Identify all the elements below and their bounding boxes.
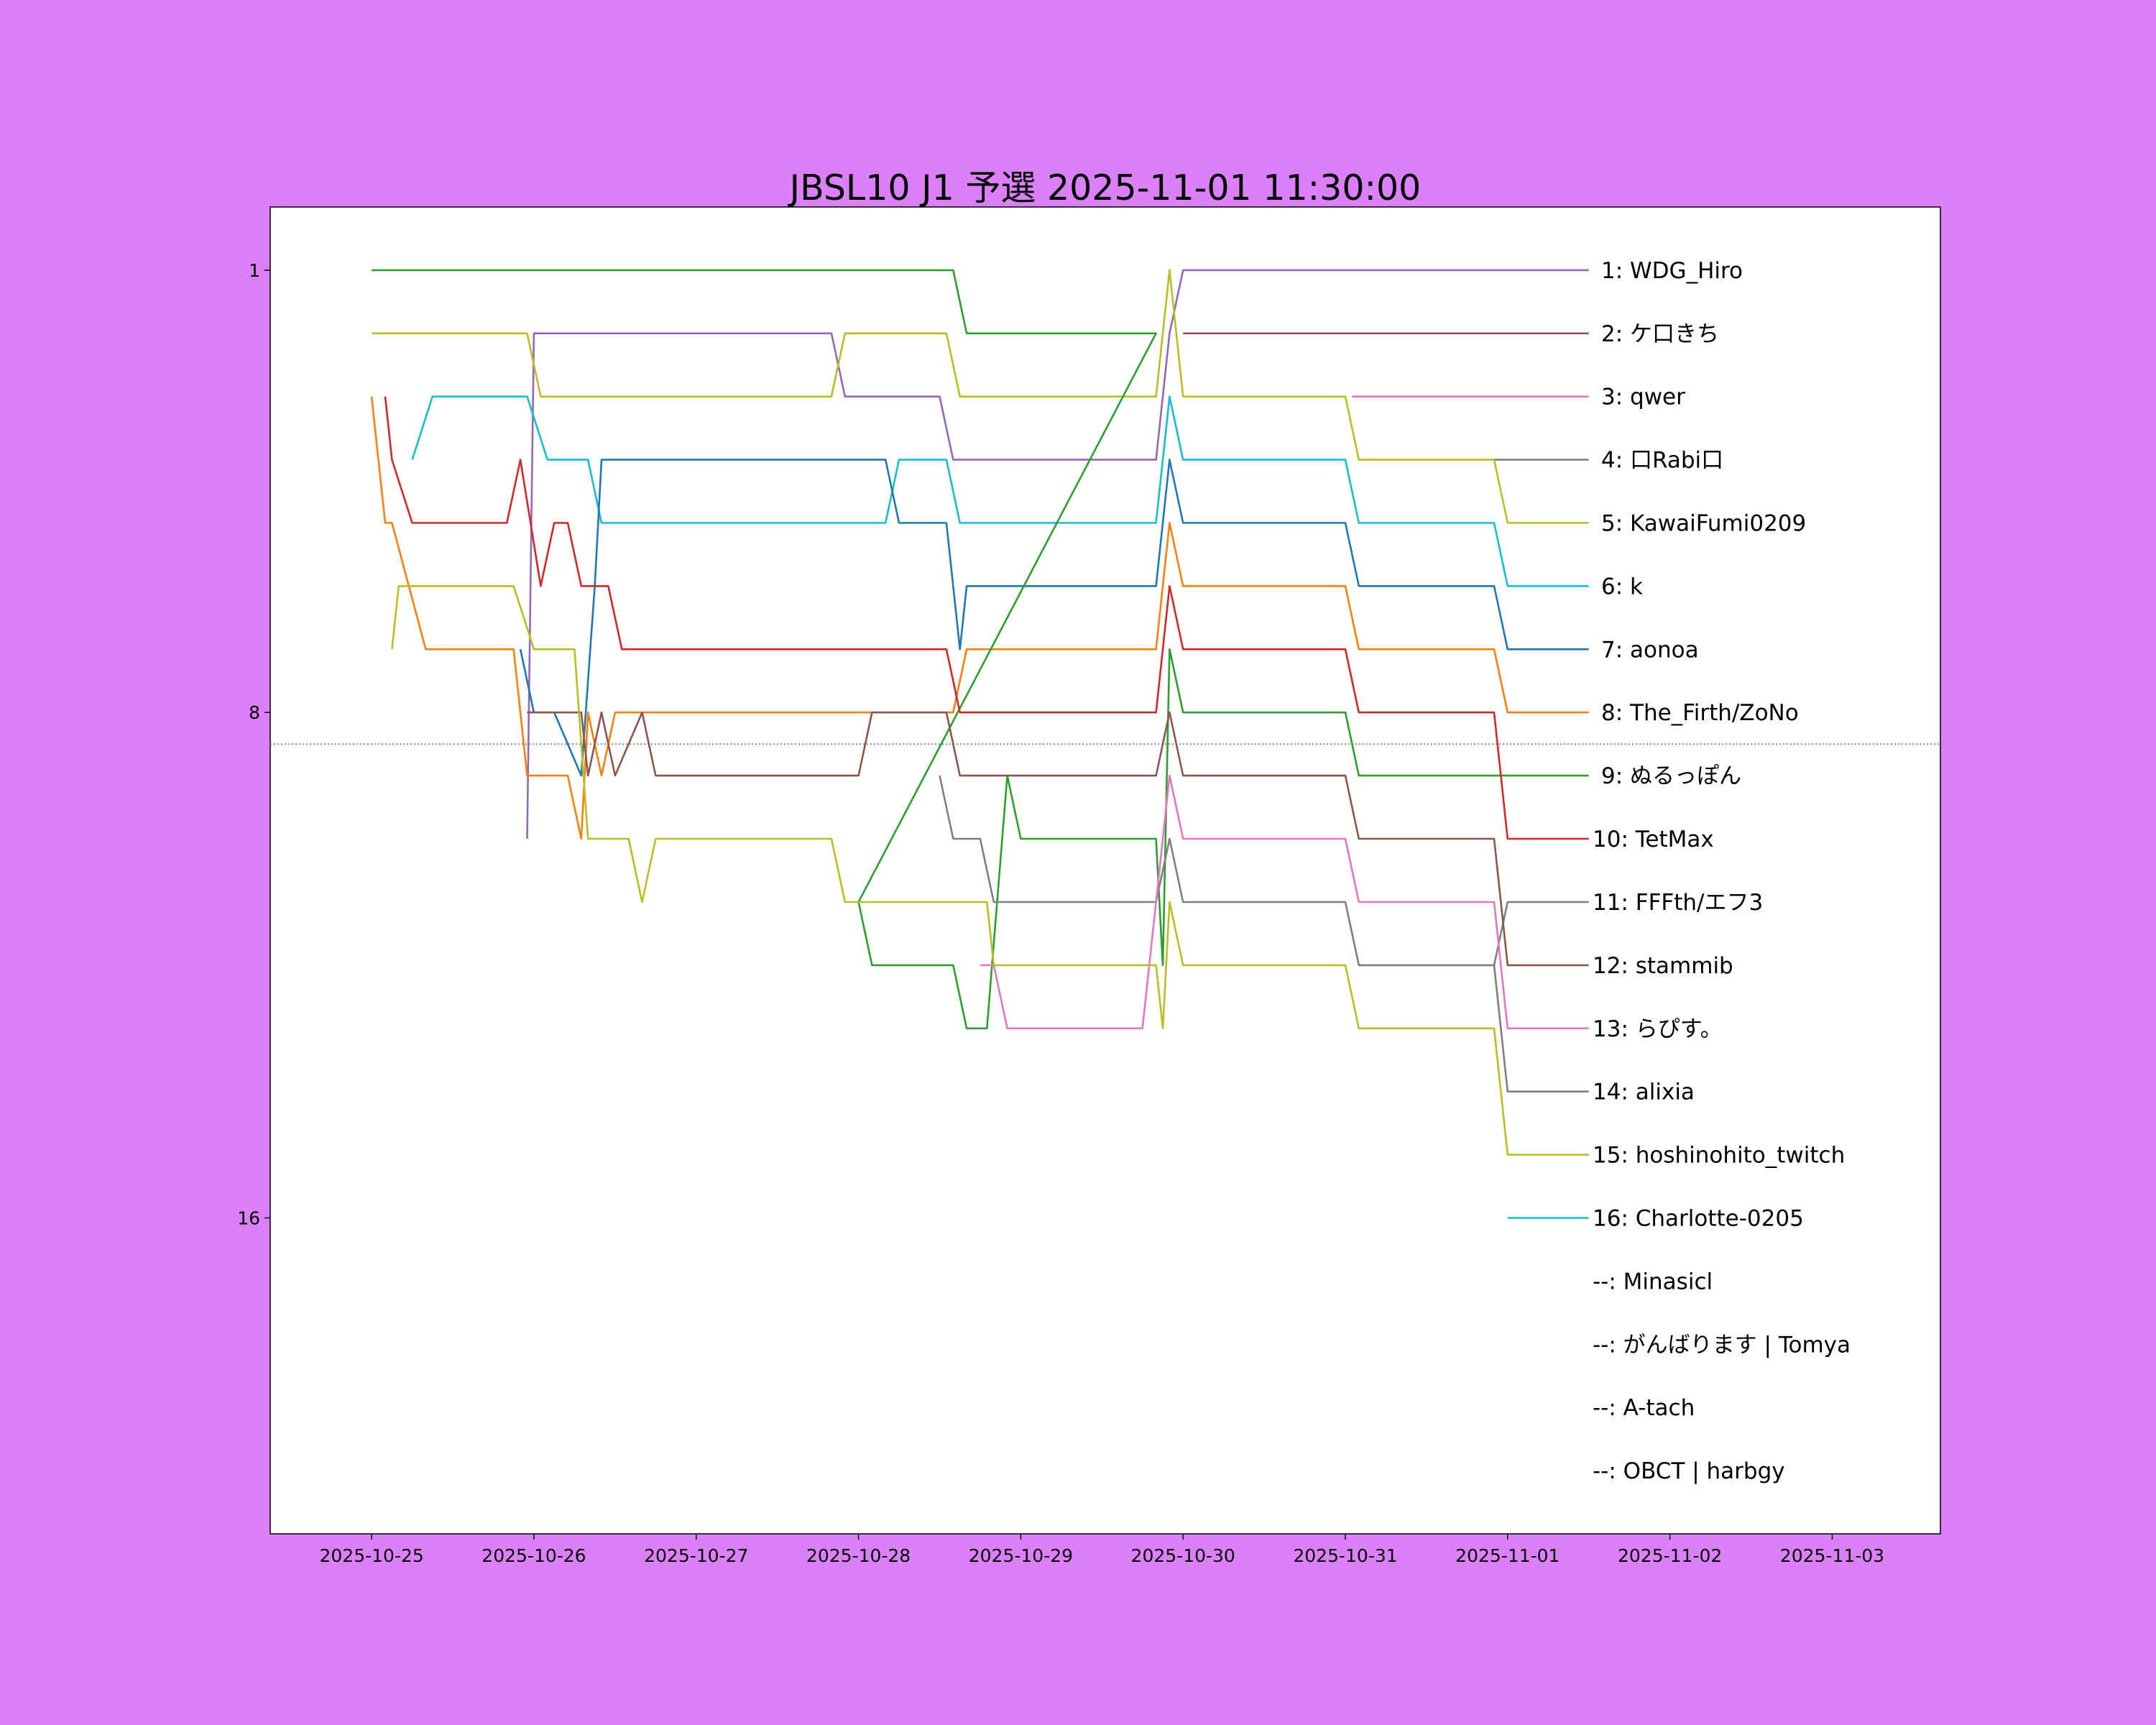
series-line: [526, 269, 1589, 840]
series-line: [527, 711, 1589, 967]
series-line: [391, 585, 1589, 1156]
series-label: 11: FFFth/エフ3: [1593, 890, 1763, 916]
series-label: --: がんばります | Tomya: [1593, 1332, 1851, 1358]
series-line: [384, 396, 1589, 840]
x-tick-label: 2025-10-27: [644, 1545, 748, 1566]
series-label: 5: KawaiFumi0209: [1601, 511, 1806, 537]
series-label: 1: WDG_Hiro: [1601, 258, 1743, 284]
series-label: --: Minasicl: [1593, 1269, 1713, 1294]
series-label: 13: らぴす。: [1593, 1016, 1723, 1042]
series-label: 4: 口Rabi口: [1601, 448, 1723, 474]
x-tick-label: 2025-10-28: [806, 1545, 911, 1566]
y-tick-label: 1: [249, 260, 260, 281]
x-tick-label: 2025-11-02: [1618, 1545, 1722, 1566]
series-label: 8: The_Firth/ZoNo: [1601, 700, 1799, 726]
series-line: [411, 395, 1589, 587]
series-label: 16: Charlotte-0205: [1593, 1205, 1804, 1231]
series-label: 9: ぬるっぽん: [1601, 763, 1741, 789]
plot-area: [270, 206, 1941, 1535]
x-tick-label: 2025-10-25: [319, 1545, 423, 1566]
x-tick-label: 2025-10-30: [1131, 1545, 1235, 1566]
series-label: --: A-tach: [1593, 1395, 1695, 1421]
series-label: 7: aonoa: [1601, 637, 1699, 663]
chart-title: JBSL10 J1 予選 2025-11-01 11:30:00: [789, 167, 1422, 208]
y-tick-label: 16: [237, 1208, 260, 1228]
x-tick-label: 2025-10-26: [482, 1545, 586, 1566]
series-line: [372, 269, 1589, 524]
x-tick-label: 2025-11-01: [1455, 1545, 1560, 1566]
series-line: [1493, 965, 1589, 1092]
y-tick-label: 8: [249, 702, 260, 723]
series-label: 3: qwer: [1601, 385, 1685, 410]
series-label: 14: alixia: [1593, 1080, 1695, 1105]
x-tick-label: 2025-10-31: [1293, 1545, 1397, 1566]
series-label: 10: TetMax: [1593, 827, 1714, 852]
series-label: 2: ケ口きち: [1601, 321, 1719, 347]
series-line: [980, 774, 1589, 1030]
series-line: [372, 269, 1589, 1030]
series-line: [939, 775, 1589, 967]
series-label: 12: stammib: [1593, 953, 1733, 979]
series-label: 6: k: [1601, 574, 1643, 599]
series-label: --: OBCT | harbgy: [1593, 1458, 1785, 1484]
x-tick-label: 2025-11-03: [1780, 1545, 1884, 1566]
x-tick-label: 2025-10-29: [969, 1545, 1073, 1566]
series-line: [519, 459, 1589, 777]
series-label: 15: hoshinohito_twitch: [1593, 1143, 1845, 1169]
